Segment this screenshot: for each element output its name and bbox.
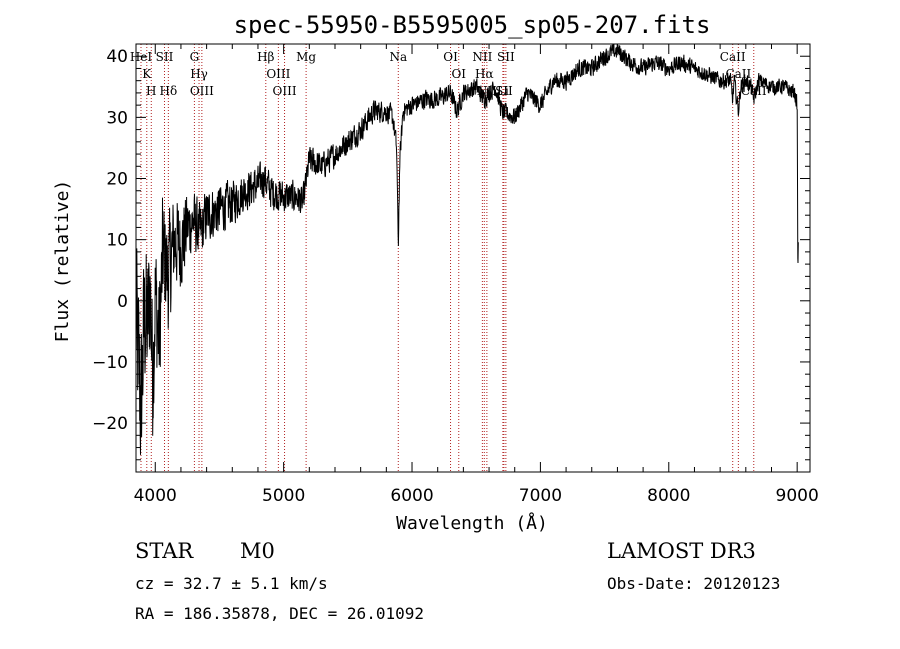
line-marker-label: K [142, 67, 152, 81]
line-marker-label: NII [472, 50, 492, 64]
line-marker-label: Hβ [257, 50, 274, 64]
coordinates: RA = 186.35878, DEC = 26.01092 [135, 604, 424, 623]
line-marker-label: OIII [273, 84, 297, 98]
x-axis-ticks: 4000 5000 6000 7000 8000 9000 [134, 44, 819, 506]
line-marker-label: Hα [475, 67, 494, 81]
x-tick-label: 6000 [390, 486, 433, 506]
x-tick-label: 5000 [262, 486, 305, 506]
line-marker-label: Na [389, 50, 407, 64]
line-marker-label: SII [497, 50, 515, 64]
spectrum-line [135, 43, 799, 455]
line-marker-label: OI [451, 67, 466, 81]
x-tick-label: 8000 [647, 486, 690, 506]
y-tick-label: 40 [106, 47, 128, 67]
survey-name: LAMOST DR3 [607, 539, 756, 563]
redshift-cz: cz = 32.7 ± 5.1 km/s [135, 574, 328, 593]
y-tick-label: −10 [92, 353, 128, 373]
line-marker-label: OIII [266, 67, 290, 81]
line-marker-label: SII [495, 84, 513, 98]
line-marker-label: SII [156, 50, 174, 64]
line-marker-label: CaII [741, 84, 767, 98]
object-subclass: M0 [240, 539, 275, 563]
y-tick-label: 30 [106, 108, 128, 128]
line-marker-label: G [190, 50, 200, 64]
line-marker-label: CaII [720, 50, 746, 64]
emission-line-markers [140, 44, 755, 472]
y-tick-label: 20 [106, 170, 128, 190]
line-marker-label: OIII [190, 84, 214, 98]
line-marker-label: Hδ [160, 84, 178, 98]
y-tick-label: 0 [117, 292, 128, 312]
object-class: STAR [135, 539, 194, 563]
line-marker-label: Mg [296, 50, 316, 64]
y-tick-label: 10 [106, 231, 128, 251]
emission-line-labels: HeI KH SII Hδ G Hγ OIII Hβ OIII OIII Mg Na OI OI NII Hα… [130, 50, 767, 98]
line-marker-label: H [146, 84, 156, 98]
x-tick-label: 7000 [519, 486, 562, 506]
x-tick-label: 9000 [776, 486, 819, 506]
x-tick-label: 4000 [134, 486, 177, 506]
line-marker-label: HeI [130, 50, 153, 64]
obs-date: Obs-Date: 20120123 [607, 574, 781, 593]
chart-title: spec-55950-B5595005_sp05-207.fits [234, 11, 711, 39]
y-axis-label: Flux (relative) [52, 180, 73, 343]
y-axis-ticks: −20 −10 0 10 20 30 40 [92, 43, 810, 461]
plot-frame [135, 43, 811, 473]
x-axis-label: Wavelength (Å) [396, 512, 548, 534]
line-marker-label: Li [497, 84, 509, 98]
y-tick-label: −20 [92, 414, 128, 434]
line-marker-label: Hγ [190, 67, 208, 81]
line-marker-label: OI [443, 50, 458, 64]
